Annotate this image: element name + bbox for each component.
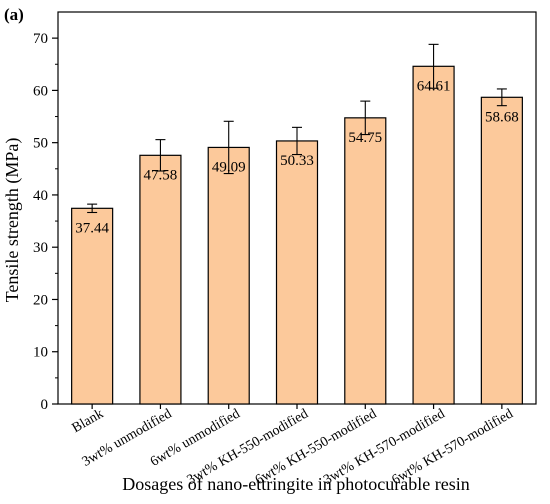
data-label: 64.61	[417, 78, 451, 94]
panel-label: (a)	[4, 5, 24, 24]
bars-group	[71, 65, 523, 405]
x-tick-label: Blank	[70, 406, 106, 436]
bar	[344, 117, 387, 405]
y-tick-label: 40	[33, 188, 48, 204]
data-label: 47.58	[144, 167, 178, 183]
y-tick-label: 20	[33, 292, 48, 308]
bar	[275, 140, 319, 405]
value-labels-group: 37.44 47.58 49.09 50.33 54.75 64.61 58.68	[75, 78, 518, 236]
y-tick-label: 30	[33, 240, 48, 256]
bar	[480, 96, 523, 405]
x-axis-title: Dosages of nano-ettringite in photocurab…	[122, 474, 469, 494]
y-axis-title: Tensile strength (MPa)	[2, 138, 23, 303]
data-label: 54.75	[348, 130, 382, 146]
y-tick-label: 10	[33, 345, 48, 361]
data-label: 58.68	[485, 109, 519, 125]
data-label: 37.44	[75, 220, 109, 236]
y-tick-label: 60	[33, 83, 48, 99]
bar	[412, 65, 455, 405]
data-label: 50.33	[280, 153, 314, 169]
bar	[207, 146, 250, 405]
error-bars-group	[87, 43, 507, 214]
y-tick-label: 70	[33, 31, 48, 47]
bar	[139, 154, 182, 405]
y-tick-label: 50	[33, 136, 48, 152]
y-tick-label: 0	[41, 397, 49, 413]
bar	[71, 207, 114, 405]
data-label: 49.09	[212, 159, 246, 175]
y-ticks-group: 0 10 20 30 40 50 60 70	[33, 31, 58, 413]
